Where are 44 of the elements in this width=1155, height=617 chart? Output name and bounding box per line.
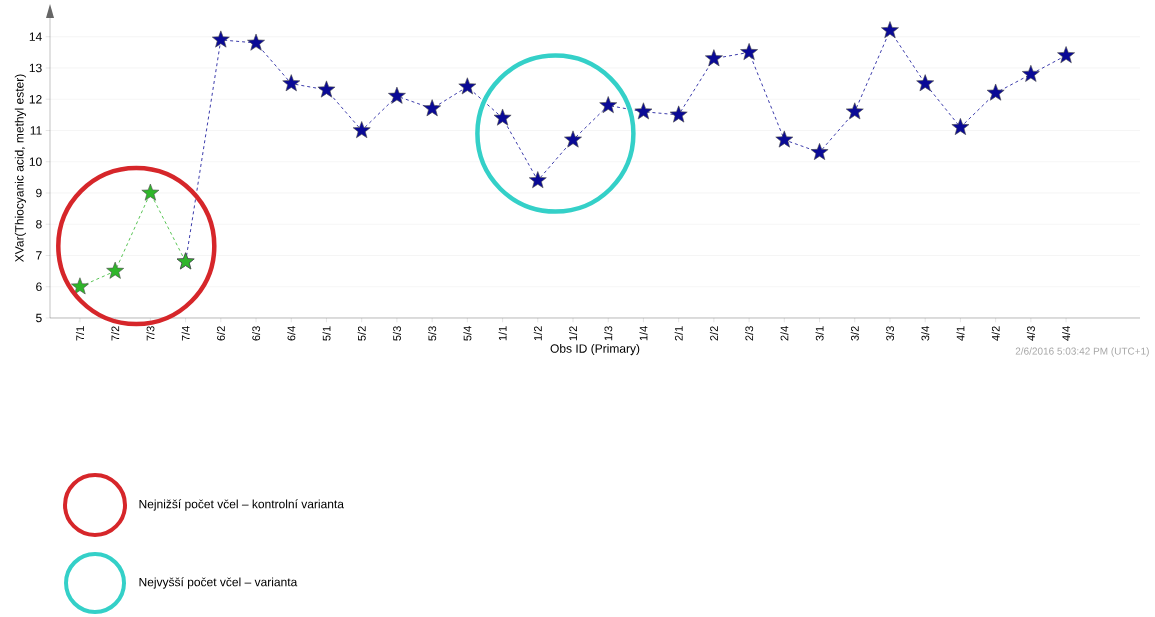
x-tick-label: 5/4	[463, 326, 472, 341]
y-tick-label: 13	[29, 63, 42, 73]
x-tick-label: 1/3	[604, 326, 613, 341]
x-tick-label: 2/1	[674, 326, 683, 341]
x-tick-label: 5/3	[392, 326, 401, 341]
x-tick-label: 6/2	[216, 326, 225, 341]
y-tick-label: 7	[36, 251, 42, 260]
x-tick-label: 2/2	[709, 326, 718, 341]
x-tick-label: 7/4	[181, 326, 190, 341]
x-tick-label: 6/3	[252, 326, 261, 341]
text: Nejnižší počet včel – kontrolní varianta	[139, 499, 344, 511]
y-tick-label: 5	[36, 313, 42, 323]
x-tick-label: 5/2	[357, 326, 366, 341]
x-tick-label: 7/2	[111, 326, 120, 341]
x-tick-label: 3/2	[850, 326, 859, 341]
x-tick-label: 4/3	[1026, 326, 1035, 341]
x-tick-label: 1/1	[498, 326, 507, 341]
text: 2/6/2016 5:03:42 PM (UTC+1)	[1015, 347, 1149, 357]
x-tick-label: 1/2	[533, 326, 542, 341]
x-tick-label: 1/4	[639, 326, 648, 341]
x-tick-label: 3/1	[815, 326, 824, 341]
x-tick-label: 2/3	[745, 326, 754, 341]
x-tick-label: 3/3	[885, 326, 895, 341]
y-tick-label: 9	[36, 188, 42, 198]
y-tick-label: 14	[29, 32, 42, 41]
y-tick-label: 11	[30, 126, 42, 135]
x-tick-label: 4/1	[956, 326, 965, 341]
x-tick-label: 4/4	[1062, 326, 1071, 341]
x-tick-label: 4/2	[991, 326, 1000, 341]
x-tick-label: 5/3	[428, 326, 437, 341]
y-tick-label: 10	[29, 157, 42, 166]
x-tick-label: 7/1	[75, 326, 84, 341]
y-axis-title: XVar(Thiocyanic acid, methyl ester)	[14, 74, 26, 262]
y-tick-label: 6	[36, 282, 42, 291]
x-tick-label: 6/4	[287, 326, 296, 341]
x-axis-title: Obs ID (Primary)	[550, 343, 640, 356]
x-tick-label: 1/2	[568, 326, 578, 341]
x-tick-label: 3/4	[921, 326, 930, 341]
text: Nejvyšší počet včel – varianta	[139, 577, 298, 589]
x-tick-label: 2/4	[780, 326, 789, 341]
x-tick-label: 5/1	[322, 326, 331, 341]
y-tick-label: 8	[36, 219, 42, 229]
y-tick-label: 12	[29, 95, 42, 104]
x-tick-label: 7/3	[146, 326, 155, 341]
